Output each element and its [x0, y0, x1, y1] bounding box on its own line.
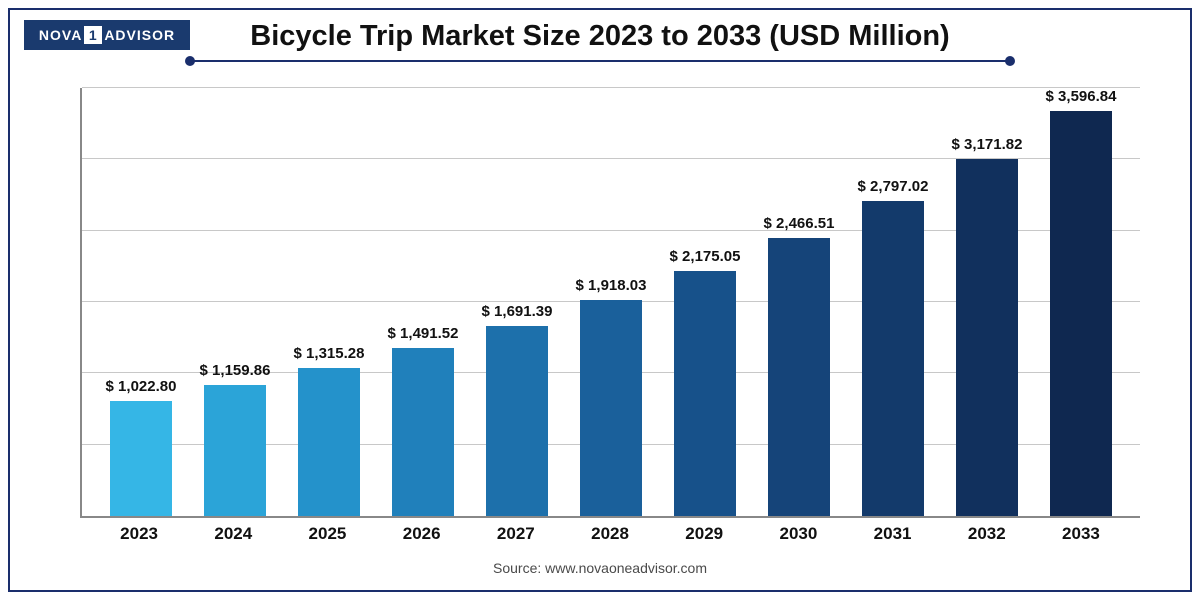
bar-value-label: $ 1,918.03	[555, 277, 668, 294]
bar-slot: $ 3,596.84	[1034, 88, 1128, 516]
bar	[204, 385, 266, 516]
bar-value-label: $ 3,596.84	[1025, 88, 1138, 105]
bar-slot: $ 3,171.82	[940, 88, 1034, 516]
bar-slot: $ 1,159.86	[188, 88, 282, 516]
bar-slot: $ 2,466.51	[752, 88, 846, 516]
bar	[1050, 111, 1112, 516]
bar	[674, 271, 736, 516]
x-axis-label: 2033	[1034, 524, 1128, 544]
x-axis-label: 2024	[186, 524, 280, 544]
bar-slot: $ 2,797.02	[846, 88, 940, 516]
chart-plot-area: $ 1,022.80$ 1,159.86$ 1,315.28$ 1,491.52…	[80, 88, 1140, 518]
bar-slot: $ 1,022.80	[94, 88, 188, 516]
bar	[486, 326, 548, 517]
x-axis-label: 2023	[92, 524, 186, 544]
bars-container: $ 1,022.80$ 1,159.86$ 1,315.28$ 1,491.52…	[82, 88, 1140, 516]
bar	[580, 300, 642, 516]
bar	[862, 201, 924, 516]
bar-value-label: $ 1,491.52	[367, 325, 480, 342]
x-axis-label: 2032	[940, 524, 1034, 544]
bar-slot: $ 1,691.39	[470, 88, 564, 516]
x-axis-label: 2025	[280, 524, 374, 544]
bar-slot: $ 1,491.52	[376, 88, 470, 516]
bar-value-label: $ 3,171.82	[931, 136, 1044, 153]
source-text: Source: www.novaoneadvisor.com	[10, 560, 1190, 576]
x-axis-labels: 2023202420252026202720282029203020312032…	[80, 524, 1140, 544]
bar	[110, 401, 172, 516]
chart-frame: NOVA 1 ADVISOR Bicycle Trip Market Size …	[8, 8, 1192, 592]
x-axis-label: 2029	[657, 524, 751, 544]
bar-slot: $ 2,175.05	[658, 88, 752, 516]
bar-value-label: $ 1,159.86	[179, 362, 292, 379]
bar-value-label: $ 1,691.39	[461, 303, 574, 320]
bar	[768, 238, 830, 516]
title-decor-line	[190, 60, 1010, 62]
x-axis-label: 2028	[563, 524, 657, 544]
chart-title: Bicycle Trip Market Size 2023 to 2033 (U…	[10, 20, 1190, 53]
x-axis-label: 2027	[469, 524, 563, 544]
bar-value-label: $ 1,315.28	[273, 345, 386, 362]
x-axis-label: 2026	[375, 524, 469, 544]
bar-slot: $ 1,918.03	[564, 88, 658, 516]
bar	[298, 368, 360, 516]
bar-value-label: $ 2,466.51	[743, 215, 856, 232]
bar-value-label: $ 1,022.80	[85, 378, 198, 395]
x-axis-label: 2030	[751, 524, 845, 544]
bar	[956, 159, 1018, 516]
bar-value-label: $ 2,797.02	[837, 178, 950, 195]
x-axis-label: 2031	[846, 524, 940, 544]
bar	[392, 348, 454, 516]
bar-slot: $ 1,315.28	[282, 88, 376, 516]
bar-value-label: $ 2,175.05	[649, 248, 762, 265]
